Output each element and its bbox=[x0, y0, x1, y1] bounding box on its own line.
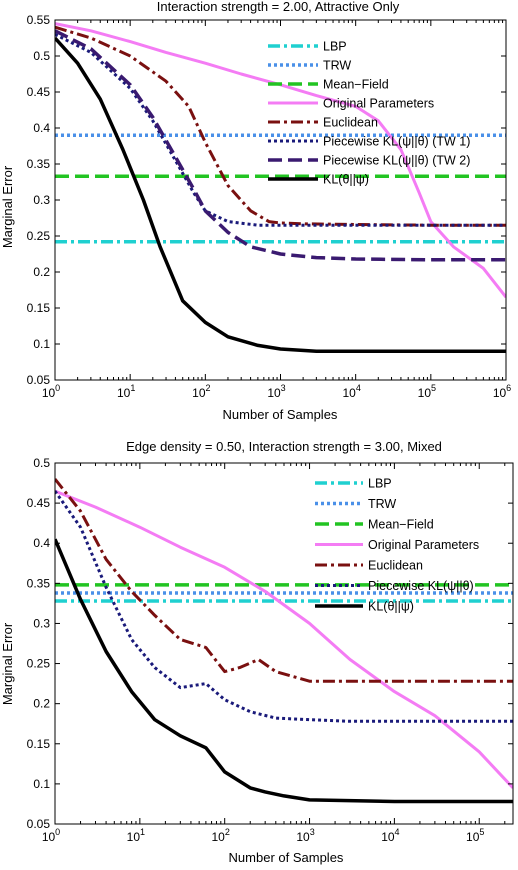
x-tick-label: 106 bbox=[493, 383, 511, 400]
series-line-5 bbox=[55, 33, 506, 227]
y-tick-label: 0.35 bbox=[27, 157, 51, 171]
legend-label: Mean−Field bbox=[323, 78, 389, 92]
series-line-6 bbox=[55, 538, 513, 804]
legend-label: Original Parameters bbox=[368, 538, 479, 552]
legend: LBP TRW Mean−Field Original Parameters Eucli… bbox=[268, 40, 470, 187]
y-tick-label: 0.55 bbox=[27, 13, 51, 27]
y-tick-label: 0.15 bbox=[27, 737, 51, 751]
series-line-3 bbox=[55, 489, 513, 789]
legend-label: KL(θ||ψ) bbox=[368, 600, 414, 614]
legend-label: TRW bbox=[323, 59, 351, 73]
series-line-4 bbox=[55, 25, 506, 227]
y-tick-label: 0.5 bbox=[33, 49, 50, 63]
y-tick-label: 0.45 bbox=[27, 496, 51, 510]
x-tick-label: 104 bbox=[342, 383, 360, 400]
legend-label: KL(θ||ψ) bbox=[323, 173, 369, 187]
y-tick-label: 0.25 bbox=[27, 229, 51, 243]
y-tick-label: 0.05 bbox=[27, 817, 51, 831]
y-tick-label: 0.1 bbox=[33, 777, 50, 791]
y-tick-label: 0.2 bbox=[33, 265, 50, 279]
y-tick-label: 0.4 bbox=[33, 121, 50, 135]
legend: LBP TRW Mean−Field Original Parameters Eucli… bbox=[315, 477, 479, 614]
series-line-3 bbox=[55, 22, 506, 299]
legend-label: Piecewise KL(ψ||θ) (TW 2) bbox=[323, 154, 470, 168]
x-tick-label: 103 bbox=[296, 827, 314, 844]
legend-label: Euclidean bbox=[368, 559, 423, 573]
x-tick-label: 104 bbox=[381, 827, 399, 844]
legend-label: LBP bbox=[323, 40, 347, 54]
series-line-6 bbox=[55, 29, 506, 262]
x-tick-label: 105 bbox=[466, 827, 484, 844]
x-tick-label: 100 bbox=[42, 383, 60, 400]
series-line-7 bbox=[55, 36, 506, 353]
axes-frame bbox=[54, 19, 507, 381]
y-tick-label: 0.15 bbox=[27, 301, 51, 315]
legend-label: Piecewise KL(ψ||θ) (TW 1) bbox=[323, 135, 470, 149]
x-tick-label: 101 bbox=[117, 383, 135, 400]
x-axis-label: Number of Samples bbox=[229, 850, 344, 865]
y-tick-label: 0.25 bbox=[27, 657, 51, 671]
y-axis-label: Marginal Error bbox=[0, 165, 15, 248]
legend-label: Euclidean bbox=[323, 116, 378, 130]
y-tick-label: 0.3 bbox=[33, 193, 50, 207]
axes-frame bbox=[54, 462, 514, 825]
plot-area: 0.05 0.1 0.15 0.2 0.25 0.3 0.35 0.4 0.45 0.5 0.55 1… bbox=[27, 13, 512, 400]
legend-label: LBP bbox=[368, 477, 392, 491]
y-tick-label: 0.05 bbox=[27, 373, 51, 387]
legend-label: Original Parameters bbox=[323, 97, 434, 111]
y-tick-label: 0.4 bbox=[33, 536, 50, 550]
series-line-5 bbox=[55, 490, 513, 723]
y-axis-label: Marginal Error bbox=[0, 622, 15, 705]
series-group bbox=[55, 478, 513, 804]
x-tick-label: 100 bbox=[42, 827, 60, 844]
x-tick-label: 102 bbox=[192, 383, 210, 400]
y-tick-label: 0.35 bbox=[27, 576, 51, 590]
legend-label: Mean−Field bbox=[368, 518, 434, 532]
x-tick-label: 102 bbox=[212, 827, 230, 844]
legend-label: TRW bbox=[368, 497, 396, 511]
series-group bbox=[55, 22, 506, 353]
x-tick-label: 101 bbox=[127, 827, 145, 844]
x-axis-label: Number of Samples bbox=[223, 407, 338, 422]
y-tick-label: 0.3 bbox=[33, 616, 50, 630]
chart-title: Edge density = 0.50, Interaction strengt… bbox=[126, 439, 442, 454]
legend-label: Piecewise KL(ψ||θ) bbox=[368, 579, 474, 593]
plot-area: 0.05 0.1 0.15 0.2 0.25 0.3 0.35 0.4 0.45 0.5 100 10… bbox=[27, 456, 514, 844]
x-tick-label: 103 bbox=[267, 383, 285, 400]
series-line-4 bbox=[55, 478, 513, 683]
y-tick-label: 0.1 bbox=[33, 337, 50, 351]
chart-panel-bottom: Edge density = 0.50, Interaction strengt… bbox=[0, 439, 514, 865]
y-tick-label: 0.45 bbox=[27, 85, 51, 99]
chart-title: Interaction strength = 2.00, Attractive … bbox=[157, 0, 400, 14]
x-tick-label: 105 bbox=[418, 383, 436, 400]
chart-panel-top: Interaction strength = 2.00, Attractive … bbox=[0, 0, 511, 422]
y-tick-label: 0.5 bbox=[33, 456, 50, 470]
y-tick-label: 0.2 bbox=[33, 697, 50, 711]
